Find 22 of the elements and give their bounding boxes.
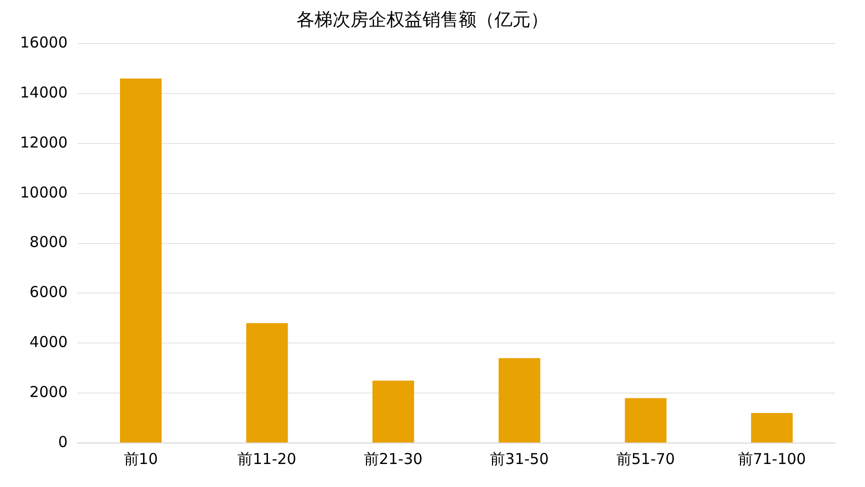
bar [372, 380, 414, 442]
y-tick-label: 2000 [30, 382, 68, 401]
bar [751, 413, 793, 442]
x-tick-label: 前31-50 [490, 450, 549, 468]
bar [624, 398, 667, 442]
x-tick-label: 前51-70 [616, 450, 675, 468]
y-tick-label: 6000 [30, 283, 68, 302]
y-tick-label: 8000 [30, 233, 68, 252]
y-tick-label: 14000 [20, 83, 68, 102]
y-tick-label: 16000 [20, 33, 68, 52]
x-tick-label: 前21-30 [364, 450, 423, 468]
y-tick-label: 12000 [20, 133, 68, 152]
bar [246, 323, 288, 442]
y-tick-label: 4000 [30, 333, 68, 352]
chart-title: 各梯次房企权益销售额（亿元） [296, 9, 548, 30]
y-tick-label: 0 [58, 432, 68, 451]
bar [498, 358, 540, 442]
x-tick-label: 前71-100 [738, 450, 806, 468]
y-tick-label: 10000 [20, 183, 68, 202]
bar [120, 78, 162, 442]
x-tick-label: 前10 [124, 450, 158, 468]
x-tick-label: 前11-20 [238, 450, 296, 468]
